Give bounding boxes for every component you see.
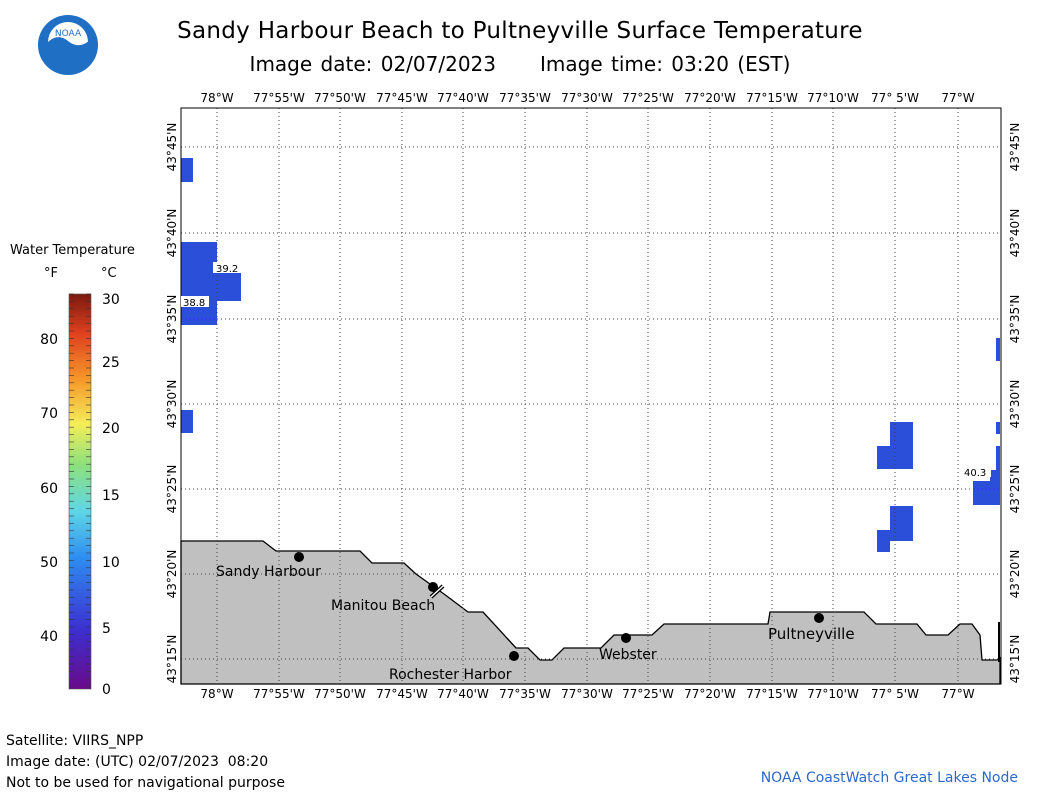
lon-tick-label: 77°15'W: [746, 687, 798, 701]
lon-tick-label: 77°20'W: [684, 91, 736, 105]
lon-tick-label: 77°W: [941, 91, 974, 105]
lon-tick-label: 77°30'W: [561, 91, 613, 105]
lat-tick-label: 43°15'N: [1008, 635, 1022, 684]
c-tick-label: 30: [102, 292, 120, 308]
footer-info: Satellite: VIIRS_NPP Image date: (UTC) 0…: [6, 731, 285, 794]
legend-unit-f: °F: [44, 266, 58, 281]
lat-tick-label: 43°45'N: [1008, 123, 1022, 172]
place-label: Manitou Beach: [331, 598, 435, 614]
lat-tick-label: 43°35'N: [1008, 295, 1022, 344]
disclaimer: Not to be used for navigational purpose: [6, 775, 285, 791]
c-tick-label: 5: [102, 621, 111, 637]
lon-tick-label: 77°45'W: [376, 687, 428, 701]
lon-tick-label: 77°25'W: [622, 687, 674, 701]
c-tick-label: 0: [102, 682, 111, 698]
land-area: [180, 540, 1001, 685]
lon-tick-label: 77°35'W: [499, 687, 551, 701]
lon-tick-label: 77°55'W: [253, 91, 305, 105]
water-pixel: [996, 338, 1000, 361]
place-label: Webster: [599, 647, 657, 663]
lat-tick-label: 43°20'N: [1008, 550, 1022, 599]
lon-tick-label: 77°50'W: [314, 687, 366, 701]
lon-tick-label: 77° 5'W: [871, 687, 919, 701]
lon-tick-label: 77°40'W: [437, 91, 489, 105]
place-label: Rochester Harbor: [389, 667, 512, 683]
lat-tick-label: 43°20'N: [165, 550, 179, 599]
image-time: Image time: 03:20 (EST): [540, 52, 791, 76]
c-tick-label: 25: [102, 355, 120, 371]
axis-ticks: 78°W 78°W 77°55'W 77°55'W 77°50'W 77°50'W 77°4…: [165, 91, 1022, 701]
lat-tick-label: 43°40'N: [165, 209, 179, 258]
water-pixel: [973, 481, 1000, 505]
place-marker: [428, 582, 438, 592]
water-pixel: [890, 422, 913, 469]
water-pixel: [181, 242, 217, 266]
lon-tick-label: 77°40'W: [437, 687, 489, 701]
temp-label: 39.2: [216, 264, 238, 275]
place-marker: [509, 651, 519, 661]
lon-tick-label: 77°10'W: [807, 687, 859, 701]
lat-tick-label: 43°25'N: [1008, 465, 1022, 514]
f-tick-label: 70: [40, 406, 58, 422]
lon-tick-label: 77°55'W: [253, 687, 305, 701]
water-pixel: [996, 446, 1000, 470]
place-marker: [814, 613, 824, 623]
water-pixel: [990, 470, 1000, 481]
water-pixel: [877, 530, 890, 552]
lon-tick-label: 77°50'W: [314, 91, 366, 105]
image-date: Image date: 02/07/2023: [249, 52, 497, 76]
lon-tick-label: 77° 5'W: [871, 91, 919, 105]
lat-tick-label: 43°40'N: [1008, 209, 1022, 258]
colorbar: [68, 293, 92, 690]
lat-tick-label: 43°30'N: [1008, 380, 1022, 429]
lat-tick-label: 43°30'N: [165, 380, 179, 429]
lon-tick-label: 77°25'W: [622, 91, 674, 105]
lat-tick-label: 43°45'N: [165, 123, 179, 172]
lat-tick-label: 43°25'N: [165, 465, 179, 514]
c-tick-label: 10: [102, 555, 120, 571]
graticule: [181, 108, 1001, 684]
water-pixel: [877, 446, 890, 469]
temp-label: 38.8: [183, 298, 205, 309]
place-marker: [294, 552, 304, 562]
water-pixel: [996, 422, 1000, 434]
lon-tick-label: 77°20'W: [684, 687, 736, 701]
c-tick-label: 15: [102, 488, 120, 504]
lon-tick-label: 77°30'W: [561, 687, 613, 701]
lon-tick-label: 77°W: [941, 687, 974, 701]
lon-tick-label: 77°45'W: [376, 91, 428, 105]
image-datetime: Image date: 02/07/2023 Image time: 03:20 …: [0, 52, 1040, 76]
water-pixel: [181, 410, 193, 433]
credit-label: NOAA CoastWatch Great Lakes Node: [760, 770, 1018, 786]
legend-title: Water Temperature: [10, 243, 135, 258]
water-pixel: [890, 506, 913, 541]
water-pixel: [181, 158, 193, 182]
water-pixels: [181, 158, 1000, 552]
lon-tick-label: 77°10'W: [807, 91, 859, 105]
map-frame: [180, 107, 1002, 685]
logo-text: NOAA: [55, 29, 82, 39]
legend-unit-c: °C: [101, 266, 117, 281]
c-tick-label: 20: [102, 421, 120, 437]
utc-date-label: Image date: (UTC) 02/07/2023 08:20: [6, 754, 269, 770]
temp-label: 40.3: [964, 468, 986, 479]
lon-tick-label: 78°W: [200, 687, 233, 701]
satellite-label: Satellite: VIIRS_NPP: [6, 733, 144, 749]
f-tick-label: 50: [40, 555, 58, 571]
f-tick-label: 40: [40, 629, 58, 645]
lon-tick-label: 78°W: [200, 91, 233, 105]
lon-tick-label: 77°15'W: [746, 91, 798, 105]
lat-tick-label: 43°15'N: [165, 635, 179, 684]
lon-tick-label: 77°35'W: [499, 91, 551, 105]
place-label: Pultneyville: [768, 625, 855, 643]
noaa-logo: NOAA: [37, 14, 99, 80]
lat-tick-label: 43°35'N: [165, 295, 179, 344]
place-marker: [621, 633, 631, 643]
f-tick-label: 60: [40, 481, 58, 497]
page-title: Sandy Harbour Beach to Pultneyville Surf…: [177, 18, 863, 44]
f-tick-label: 80: [40, 332, 58, 348]
place-label: Sandy Harbour: [216, 564, 321, 580]
